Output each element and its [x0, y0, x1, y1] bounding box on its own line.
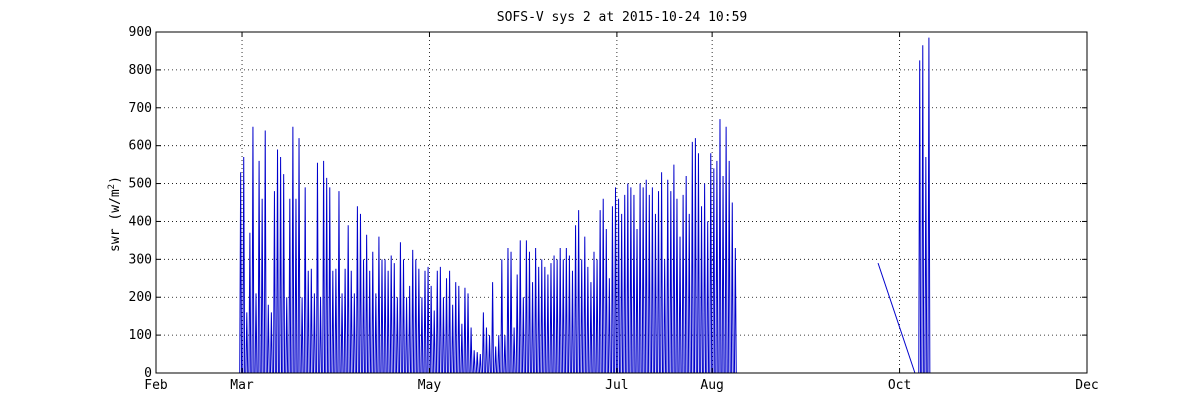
- x-tick-label: May: [418, 378, 442, 393]
- y-tick-label: 100: [129, 328, 152, 343]
- y-tick-label: 700: [129, 101, 152, 116]
- x-axis-ticks: Feb Mar May Jul Aug Oct Dec: [144, 32, 1099, 393]
- plot-frame: [155, 31, 1088, 374]
- y-tick-label: 400: [129, 214, 152, 229]
- x-tick-label: Dec: [1075, 378, 1098, 393]
- x-tick-label: Mar: [230, 378, 254, 393]
- x-tick-label: Jul: [605, 378, 628, 393]
- series-line-2: [877, 262, 916, 374]
- y-tick-label: 800: [129, 63, 152, 78]
- chart-title: SOFS-V sys 2 at 2015-10-24 10:59: [497, 10, 747, 25]
- y-tick-label: 200: [129, 290, 152, 305]
- x-tick-label: Aug: [700, 378, 723, 393]
- y-axis-ticks: 0 100 200 300 400 500 600 700 800 900: [129, 25, 1087, 381]
- y-tick-label: 600: [129, 139, 152, 154]
- y-axis-label: swr (w/m2): [107, 176, 123, 252]
- y-tick-label: 300: [129, 252, 152, 267]
- y-tick-label: 900: [129, 25, 152, 40]
- data-series: [239, 37, 931, 374]
- grid-lines: [156, 32, 1087, 373]
- y-tick-label: 500: [129, 177, 152, 192]
- series-line-3: [918, 37, 931, 374]
- series-line-1: [239, 119, 737, 374]
- y-tick-label: 0: [144, 366, 152, 381]
- x-tick-label: Feb: [144, 378, 168, 393]
- x-tick-label: Oct: [888, 378, 911, 393]
